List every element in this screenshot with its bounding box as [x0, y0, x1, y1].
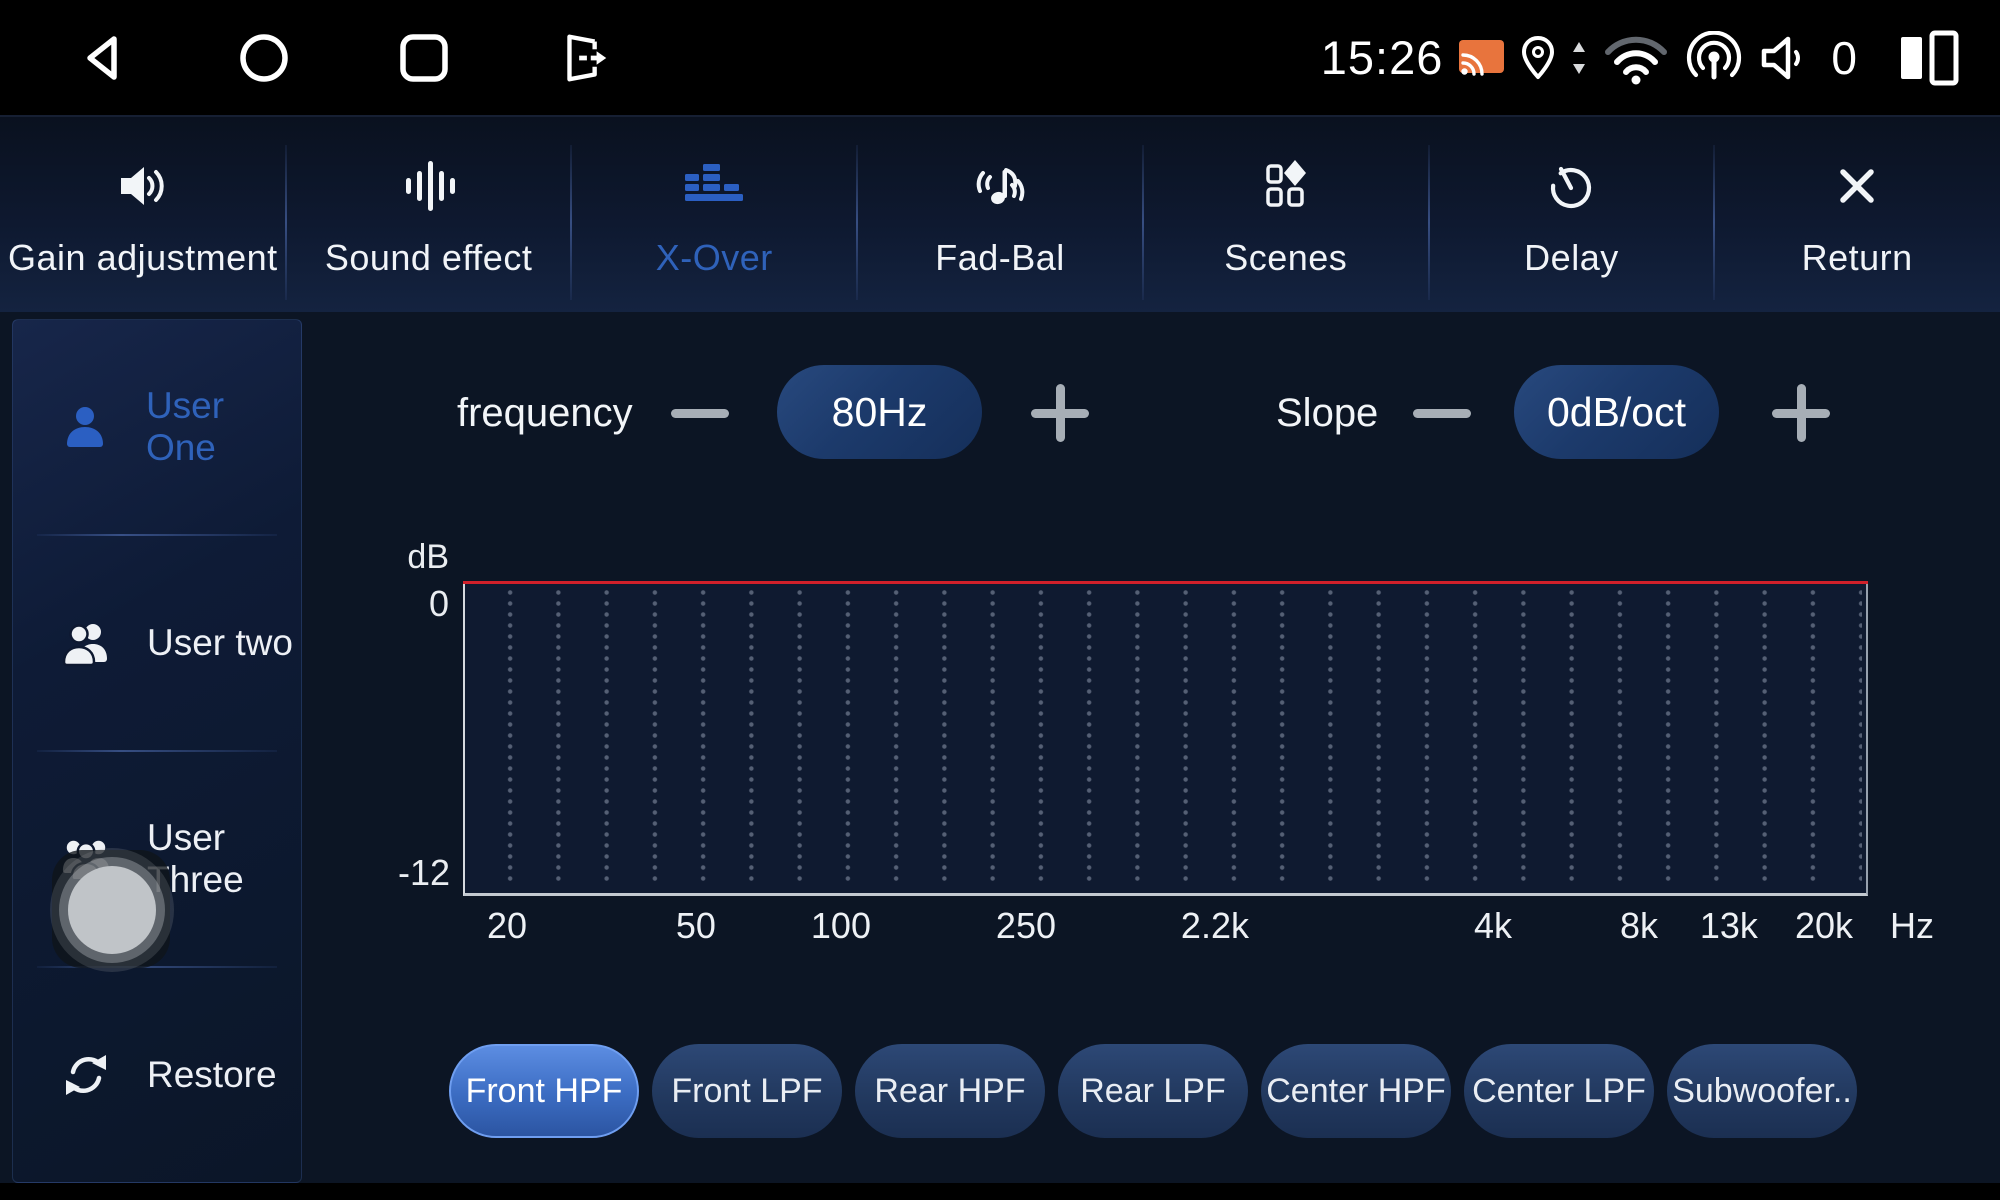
updown-arrows-icon: [1571, 40, 1587, 76]
status-indicators: 15:26: [1321, 0, 1960, 115]
cast-icon: [1458, 37, 1505, 79]
sidebar-divider: [37, 534, 277, 536]
sidebar-item-restore[interactable]: Restore: [13, 968, 301, 1182]
timer-icon: [1543, 153, 1599, 219]
clock: 15:26: [1320, 31, 1444, 84]
frequency-value: 80Hz: [831, 388, 928, 435]
tab-label: Return: [1801, 237, 1913, 278]
filter-rear-lpf-button[interactable]: Rear LPF: [1058, 1044, 1248, 1138]
user-two-icon: [61, 618, 111, 668]
slope-value: 0dB/oct: [1546, 388, 1687, 435]
touch-indicator-circle: [68, 866, 156, 954]
music-note-waves-icon: [969, 153, 1031, 219]
y-tick-0: 0: [428, 583, 449, 624]
tab-return[interactable]: Return: [1713, 117, 2000, 312]
x-tick: 20: [486, 905, 527, 946]
y-axis-unit-label: dB: [407, 538, 449, 576]
sidebar-item-label: Restore: [147, 1054, 277, 1095]
x-axis-labels: 20 50 100 250 2.2k 4k 8k 13k 20k Hz: [463, 905, 1934, 949]
filter-front-lpf-button[interactable]: Front LPF: [652, 1044, 842, 1138]
x-tick: 50: [675, 905, 716, 946]
tab-label: Fad-Bal: [935, 237, 1065, 278]
chart-response-line: [463, 581, 1868, 584]
sidebar-item-label: User two: [147, 622, 293, 663]
close-x-icon: [1832, 153, 1882, 219]
sidebar-divider: [37, 966, 277, 968]
frequency-label: frequency: [457, 391, 633, 435]
x-tick: 2.2k: [1180, 905, 1249, 946]
tab-sound-effect[interactable]: Sound effect: [284, 117, 572, 312]
y-tick-minus12: -12: [397, 852, 450, 893]
tab-label: X-Over: [655, 237, 773, 278]
tab-gain-adjustment[interactable]: Gain adjustment: [0, 117, 286, 312]
slope-label: Slope: [1276, 391, 1379, 435]
equalizer-bars-icon: [682, 153, 746, 219]
slope-plus-icon[interactable]: [1772, 384, 1830, 442]
sidebar-item-label: User One: [145, 385, 225, 468]
sidebar-item-user-one[interactable]: User One: [13, 320, 301, 534]
user-preset-sidebar: User One User two: [12, 319, 302, 1183]
tab-label: Gain adjustment: [8, 237, 278, 278]
restore-icon: [61, 1050, 111, 1100]
crossover-response-chart: [463, 581, 1868, 896]
x-tick: 100: [810, 905, 871, 946]
slope-minus-icon[interactable]: [1413, 409, 1471, 418]
scenes-grid-icon: [1259, 153, 1313, 219]
chart-grid: [465, 585, 1862, 885]
tab-delay[interactable]: Delay: [1427, 117, 1715, 312]
back-icon[interactable]: [74, 28, 134, 88]
filter-subwoofer-button[interactable]: Subwoofer..: [1667, 1044, 1857, 1138]
bottom-black-strip: [0, 1183, 2000, 1200]
tab-scenes[interactable]: Scenes: [1141, 117, 1429, 312]
home-icon[interactable]: [234, 28, 294, 88]
x-tick: 20k: [1794, 905, 1854, 946]
frequency-minus-icon[interactable]: [671, 409, 729, 418]
dual-screen-icon: [1898, 29, 1960, 87]
recents-icon[interactable]: [394, 28, 454, 88]
speaker-icon: [1758, 31, 1814, 85]
exit-app-icon[interactable]: [554, 28, 614, 88]
frequency-value-pill: 80Hz: [777, 365, 982, 459]
sidebar-item-user-two[interactable]: User two: [13, 536, 301, 750]
x-tick: 8k: [1619, 905, 1658, 946]
slope-value-pill: 0dB/oct: [1514, 365, 1719, 459]
audio-settings-tab-bar: Gain adjustment Sound effect: [0, 115, 2000, 312]
volume-level: 0: [1831, 31, 1857, 84]
tab-label: Sound effect: [324, 237, 533, 278]
tab-label: Scenes: [1224, 237, 1348, 278]
x-tick: 250: [995, 905, 1057, 946]
tab-fad-bal[interactable]: Fad-Bal: [856, 117, 1143, 312]
filter-rear-hpf-button[interactable]: Rear HPF: [855, 1044, 1045, 1138]
wifi-icon: [1602, 31, 1670, 85]
location-icon: [1520, 35, 1556, 81]
speaker-filter-buttons: Front HPF Front LPF Rear HPF Rear LPF Ce…: [449, 1044, 1857, 1138]
tab-x-over[interactable]: X-Over: [570, 117, 857, 312]
x-tick: 4k: [1473, 905, 1513, 946]
user-one-icon: [61, 402, 110, 452]
sidebar-divider: [37, 750, 277, 752]
frequency-plus-icon[interactable]: [1031, 384, 1089, 442]
android-nav-icons: [74, 0, 614, 115]
filter-front-hpf-button[interactable]: Front HPF: [449, 1044, 639, 1138]
status-bar: 15:26: [0, 0, 2000, 115]
hotspot-icon: [1685, 30, 1743, 85]
sidebar-item-label: User Three: [147, 817, 244, 900]
x-axis-unit-label: Hz: [1890, 905, 1934, 946]
x-tick: 13k: [1699, 905, 1758, 946]
sound-wave-icon: [402, 153, 456, 219]
filter-center-lpf-button[interactable]: Center LPF: [1464, 1044, 1654, 1138]
gain-speaker-icon: [114, 153, 172, 219]
filter-center-hpf-button[interactable]: Center HPF: [1261, 1044, 1451, 1138]
tab-label: Delay: [1524, 237, 1619, 278]
